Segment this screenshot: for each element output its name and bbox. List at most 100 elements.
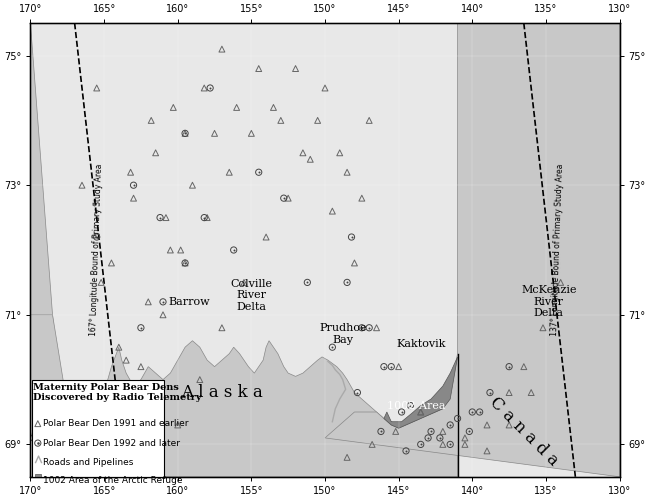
Text: Colville
River
Delta: Colville River Delta — [230, 279, 272, 312]
Point — [268, 104, 279, 112]
Point — [128, 181, 138, 189]
Point — [254, 168, 264, 176]
Point — [116, 408, 127, 416]
Point — [435, 434, 445, 442]
Point — [180, 259, 190, 267]
Point — [445, 440, 456, 448]
Point — [474, 408, 485, 416]
Point — [401, 447, 411, 455]
Point — [199, 214, 209, 222]
Point — [187, 181, 198, 189]
Point — [276, 116, 286, 124]
Point — [423, 434, 434, 442]
Point — [452, 414, 463, 422]
Bar — [35, 474, 41, 486]
Point — [32, 428, 43, 436]
Point — [136, 324, 146, 332]
Point — [364, 324, 374, 332]
Point — [415, 440, 426, 448]
Point — [415, 440, 426, 448]
Point — [158, 298, 168, 306]
Point — [136, 324, 146, 332]
Point — [396, 408, 407, 416]
Point — [283, 194, 293, 202]
Point — [405, 402, 415, 409]
Polygon shape — [31, 23, 458, 477]
Point — [346, 233, 357, 241]
Point — [96, 278, 107, 286]
Point — [254, 64, 264, 72]
Point — [364, 324, 374, 332]
Point — [474, 408, 485, 416]
Point — [194, 376, 205, 384]
Point — [393, 362, 404, 370]
Point — [143, 298, 153, 306]
Point — [538, 324, 548, 332]
Point — [199, 214, 209, 222]
Point — [367, 440, 378, 448]
Point — [357, 194, 367, 202]
Point — [254, 168, 264, 176]
Point — [342, 278, 352, 286]
Text: C a n a d a: C a n a d a — [486, 394, 562, 469]
Point — [327, 343, 337, 351]
Point — [176, 246, 186, 254]
Point — [485, 388, 495, 396]
Point — [305, 156, 315, 164]
Point — [32, 439, 43, 447]
Point — [379, 362, 389, 370]
Point — [92, 233, 102, 241]
Point — [352, 388, 363, 396]
Point — [77, 181, 87, 189]
Point — [155, 214, 165, 222]
Point — [180, 130, 190, 138]
Point — [357, 324, 367, 332]
Point — [279, 194, 289, 202]
Point — [92, 233, 102, 241]
Point — [371, 324, 382, 332]
Point — [158, 298, 168, 306]
Point — [526, 388, 536, 396]
Point — [28, 434, 38, 442]
Point — [376, 428, 386, 436]
FancyBboxPatch shape — [32, 380, 164, 496]
Point — [327, 207, 337, 215]
Point — [246, 130, 257, 138]
Point — [327, 343, 337, 351]
Point — [460, 440, 470, 448]
Point — [435, 434, 445, 442]
Point — [209, 130, 220, 138]
Text: 167° Longitude Bound of Primary Study Area: 167° Longitude Bound of Primary Study Ar… — [89, 164, 104, 336]
Point — [556, 278, 566, 286]
Point — [125, 168, 136, 176]
Point — [180, 130, 190, 138]
Text: Roads and Pipelines: Roads and Pipelines — [43, 458, 133, 467]
Point — [158, 311, 168, 319]
Text: Prudhoe
Bay: Prudhoe Bay — [319, 324, 367, 345]
Point — [415, 408, 426, 416]
Text: Maternity Polar Bear Dens
Discovered by Radio Telemetry: Maternity Polar Bear Dens Discovered by … — [33, 383, 202, 402]
Point — [379, 362, 389, 370]
Point — [205, 84, 215, 92]
Point — [298, 149, 308, 157]
Point — [426, 428, 436, 436]
Point — [386, 362, 396, 370]
Point — [423, 434, 434, 442]
Point — [386, 362, 396, 370]
Point — [467, 408, 478, 416]
Point — [165, 246, 176, 254]
Point — [199, 84, 209, 92]
Point — [302, 278, 313, 286]
Point — [320, 84, 330, 92]
Point — [445, 421, 456, 429]
Point — [482, 421, 492, 429]
Point — [224, 168, 235, 176]
Text: Barrow: Barrow — [169, 297, 211, 307]
Point — [180, 259, 190, 267]
Point — [342, 278, 352, 286]
Text: Kaktovik: Kaktovik — [396, 339, 445, 349]
Point — [349, 259, 359, 267]
Point — [313, 116, 323, 124]
Text: 1002 Area: 1002 Area — [387, 400, 445, 410]
Point — [460, 434, 470, 442]
